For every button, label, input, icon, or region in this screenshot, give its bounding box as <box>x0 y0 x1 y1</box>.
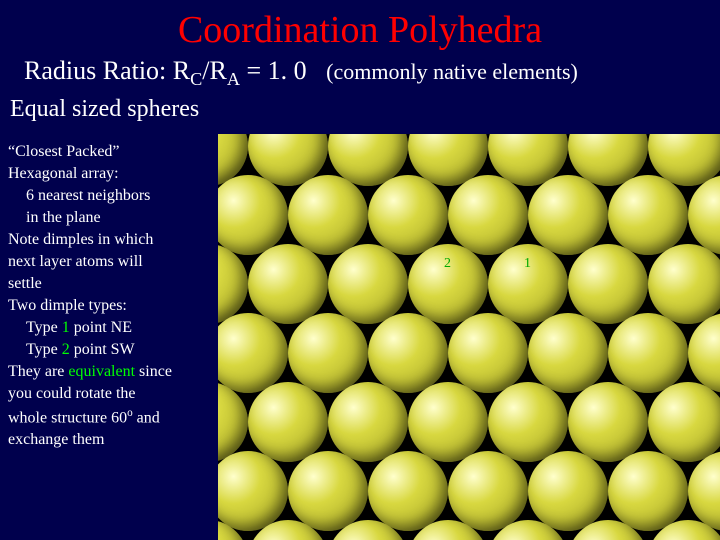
body-line: “Closest Packed” <box>8 142 218 162</box>
sphere-packing-diagram: 21 <box>218 134 720 540</box>
body-line: settle <box>8 274 218 294</box>
sphere <box>288 451 368 531</box>
sphere <box>648 382 720 462</box>
body-line: next layer atoms will <box>8 252 218 272</box>
sphere <box>368 175 448 255</box>
sphere <box>218 175 288 255</box>
body-line: you could rotate the <box>8 384 218 404</box>
subtitle-note: (commonly native elements) <box>326 59 578 84</box>
sphere <box>368 313 448 393</box>
body-text: “Closest Packed”Hexagonal array:6 neares… <box>8 142 218 452</box>
sphere <box>608 313 688 393</box>
sphere <box>328 382 408 462</box>
dimple-label: 2 <box>444 256 451 272</box>
sphere <box>288 175 368 255</box>
sphere <box>408 382 488 462</box>
body-line: in the plane <box>8 208 218 228</box>
sphere <box>648 244 720 324</box>
sphere <box>608 451 688 531</box>
body-line: Type 2 point SW <box>8 340 218 360</box>
sphere <box>218 313 288 393</box>
equal-sized-spheres: Equal sized spheres <box>0 90 720 123</box>
radius-ratio-line: Radius Ratio: RC/RA = 1. 0 (commonly nat… <box>0 52 720 90</box>
sphere <box>248 382 328 462</box>
body-line: Type 1 point NE <box>8 318 218 338</box>
subtitle-mid: /R <box>202 56 227 85</box>
sphere <box>488 382 568 462</box>
subtitle-prefix: Radius Ratio: R <box>24 56 190 85</box>
body-line: exchange them <box>8 430 218 450</box>
sphere <box>448 451 528 531</box>
body-line: They are equivalent since <box>8 362 218 382</box>
sphere <box>608 175 688 255</box>
sphere <box>568 244 648 324</box>
sphere <box>688 175 720 255</box>
sphere <box>448 313 528 393</box>
body-line: whole structure 60o and <box>8 406 218 428</box>
subtitle-sub-c: C <box>190 69 202 89</box>
body-line: 6 nearest neighbors <box>8 186 218 206</box>
sphere <box>688 313 720 393</box>
sphere <box>528 451 608 531</box>
body-line: Note dimples in which <box>8 230 218 250</box>
sphere <box>368 451 448 531</box>
sphere <box>568 382 648 462</box>
subtitle-sub-a: A <box>227 69 240 89</box>
slide-title: Coordination Polyhedra <box>0 0 720 52</box>
sphere <box>218 451 288 531</box>
sphere <box>218 244 248 324</box>
sphere <box>528 313 608 393</box>
sphere <box>528 175 608 255</box>
dimple-label: 1 <box>524 256 531 272</box>
body-line: Two dimple types: <box>8 296 218 316</box>
sphere <box>218 382 248 462</box>
sphere <box>328 244 408 324</box>
sphere <box>248 244 328 324</box>
subtitle-eq: = 1. 0 <box>240 56 307 85</box>
sphere <box>688 451 720 531</box>
sphere <box>448 175 528 255</box>
body-line: Hexagonal array: <box>8 164 218 184</box>
sphere <box>288 313 368 393</box>
